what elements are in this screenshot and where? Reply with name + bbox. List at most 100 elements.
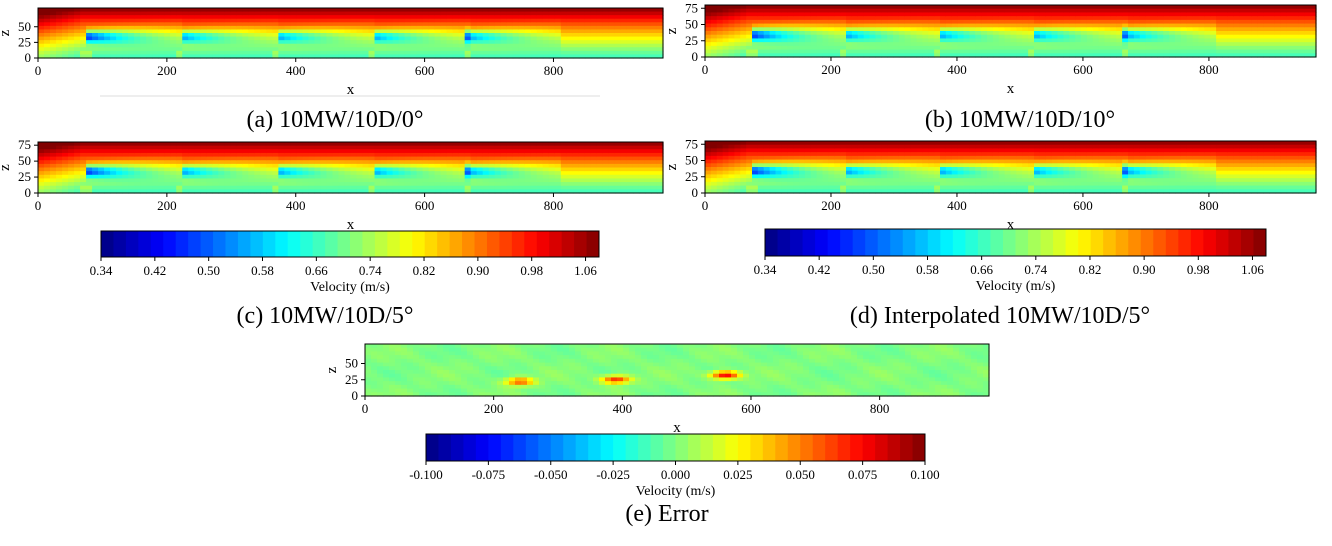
heatmap-cell bbox=[296, 40, 304, 45]
heatmap-cell bbox=[518, 47, 526, 52]
heatmap-cell bbox=[446, 152, 454, 158]
heatmap-cell bbox=[1128, 45, 1135, 51]
heatmap-cell bbox=[116, 8, 123, 13]
heatmap-cell bbox=[80, 47, 87, 52]
heatmap-cell bbox=[1233, 49, 1241, 54]
heatmap-cell bbox=[368, 33, 376, 38]
heatmap-cell bbox=[548, 189, 556, 194]
heatmap-cell bbox=[614, 189, 622, 194]
heatmap-cell bbox=[626, 171, 634, 176]
heatmap-cell bbox=[290, 47, 298, 52]
heatmap-cell bbox=[1139, 45, 1147, 51]
heatmap-cell bbox=[308, 8, 316, 13]
heatmap-cell bbox=[572, 189, 580, 194]
heatmap-cell bbox=[775, 53, 782, 58]
heatmap-cell bbox=[910, 159, 918, 164]
heatmap-cell bbox=[608, 8, 616, 13]
heatmap-cell bbox=[816, 49, 824, 54]
heatmap-cell bbox=[740, 167, 747, 172]
heatmap-cell bbox=[763, 189, 771, 194]
heatmap-cell bbox=[614, 185, 622, 190]
heatmap-cell bbox=[1286, 12, 1294, 17]
heatmap-cell bbox=[1310, 8, 1317, 14]
heatmap-cell bbox=[506, 171, 514, 176]
heatmap-cell bbox=[963, 49, 970, 54]
heatmap-cell bbox=[272, 171, 279, 176]
heatmap-cell bbox=[840, 189, 847, 194]
heatmap-cell bbox=[1016, 5, 1023, 10]
heatmap-cell bbox=[940, 31, 947, 36]
heatmap-cell bbox=[1216, 49, 1223, 54]
heatmap-cell bbox=[1004, 42, 1012, 47]
heatmap-cell bbox=[62, 142, 69, 147]
heatmap-cell bbox=[374, 156, 382, 161]
heatmap-cell bbox=[1169, 31, 1176, 36]
heatmap-cell bbox=[910, 155, 918, 161]
y-tick-label: 50 bbox=[18, 19, 31, 34]
heatmap-cell bbox=[875, 141, 882, 146]
heatmap-cell bbox=[1304, 34, 1311, 40]
heatmap-cell bbox=[290, 54, 298, 59]
heatmap-cell bbox=[1157, 45, 1164, 51]
heatmap-cell bbox=[584, 167, 592, 172]
heatmap-cell bbox=[554, 47, 562, 52]
heatmap-cell bbox=[1081, 19, 1088, 25]
heatmap-cell bbox=[350, 36, 358, 41]
heatmap-cell bbox=[218, 40, 225, 45]
heatmap-cell bbox=[524, 22, 532, 27]
heatmap-cell bbox=[1169, 8, 1176, 14]
heatmap-cell bbox=[218, 178, 225, 183]
heatmap-cell bbox=[1310, 49, 1317, 54]
heatmap-cell bbox=[816, 170, 824, 176]
heatmap-cell bbox=[440, 152, 448, 158]
heatmap-cell bbox=[368, 145, 376, 150]
heatmap-cell bbox=[170, 11, 177, 16]
heatmap-cell bbox=[1039, 34, 1047, 40]
heatmap-cell bbox=[746, 144, 753, 150]
heatmap-cell bbox=[1298, 19, 1305, 25]
heatmap-cell bbox=[608, 163, 616, 169]
heatmap-cell bbox=[278, 167, 285, 172]
heatmap-cell bbox=[863, 159, 871, 164]
heatmap-cell bbox=[254, 8, 261, 13]
heatmap-cell bbox=[1180, 49, 1188, 54]
heatmap-cell bbox=[769, 42, 777, 47]
heatmap-cell bbox=[74, 18, 81, 23]
heatmap-cell bbox=[572, 54, 580, 59]
heatmap-cell bbox=[904, 163, 912, 168]
heatmap-cell bbox=[356, 54, 364, 59]
heatmap-cell bbox=[1292, 38, 1299, 43]
heatmap-cell bbox=[834, 27, 841, 32]
heatmap-cell bbox=[434, 182, 442, 187]
heatmap-cell bbox=[840, 181, 847, 187]
heatmap-cell bbox=[757, 8, 765, 14]
heatmap-cell bbox=[338, 8, 346, 13]
heatmap-cell bbox=[969, 31, 976, 36]
heatmap-cell bbox=[1269, 19, 1276, 25]
heatmap-cell bbox=[302, 142, 310, 147]
heatmap-cell bbox=[236, 25, 243, 31]
heatmap-cell bbox=[110, 174, 117, 180]
heatmap-cell bbox=[206, 174, 213, 180]
heatmap-cell bbox=[80, 156, 87, 161]
heatmap-cell bbox=[56, 47, 63, 52]
heatmap-cell bbox=[1169, 19, 1176, 25]
heatmap-cell bbox=[1245, 34, 1252, 40]
heatmap-cell bbox=[857, 42, 865, 47]
heatmap-cell bbox=[56, 167, 63, 172]
heatmap-cell bbox=[840, 45, 847, 51]
heatmap-cell bbox=[332, 29, 340, 34]
heatmap-cell bbox=[362, 25, 370, 31]
heatmap-cell bbox=[512, 11, 520, 16]
heatmap-cell bbox=[182, 149, 189, 154]
heatmap-cell bbox=[560, 178, 568, 183]
heatmap-cell bbox=[134, 29, 141, 34]
heatmap-cell bbox=[763, 144, 771, 150]
heatmap-cell bbox=[957, 42, 965, 47]
colorbar-tick-label: 0.58 bbox=[251, 263, 274, 278]
heatmap-cell bbox=[212, 182, 219, 187]
heatmap-cell bbox=[656, 171, 664, 176]
heatmap-cell bbox=[356, 47, 364, 52]
heatmap-cell bbox=[518, 15, 526, 20]
